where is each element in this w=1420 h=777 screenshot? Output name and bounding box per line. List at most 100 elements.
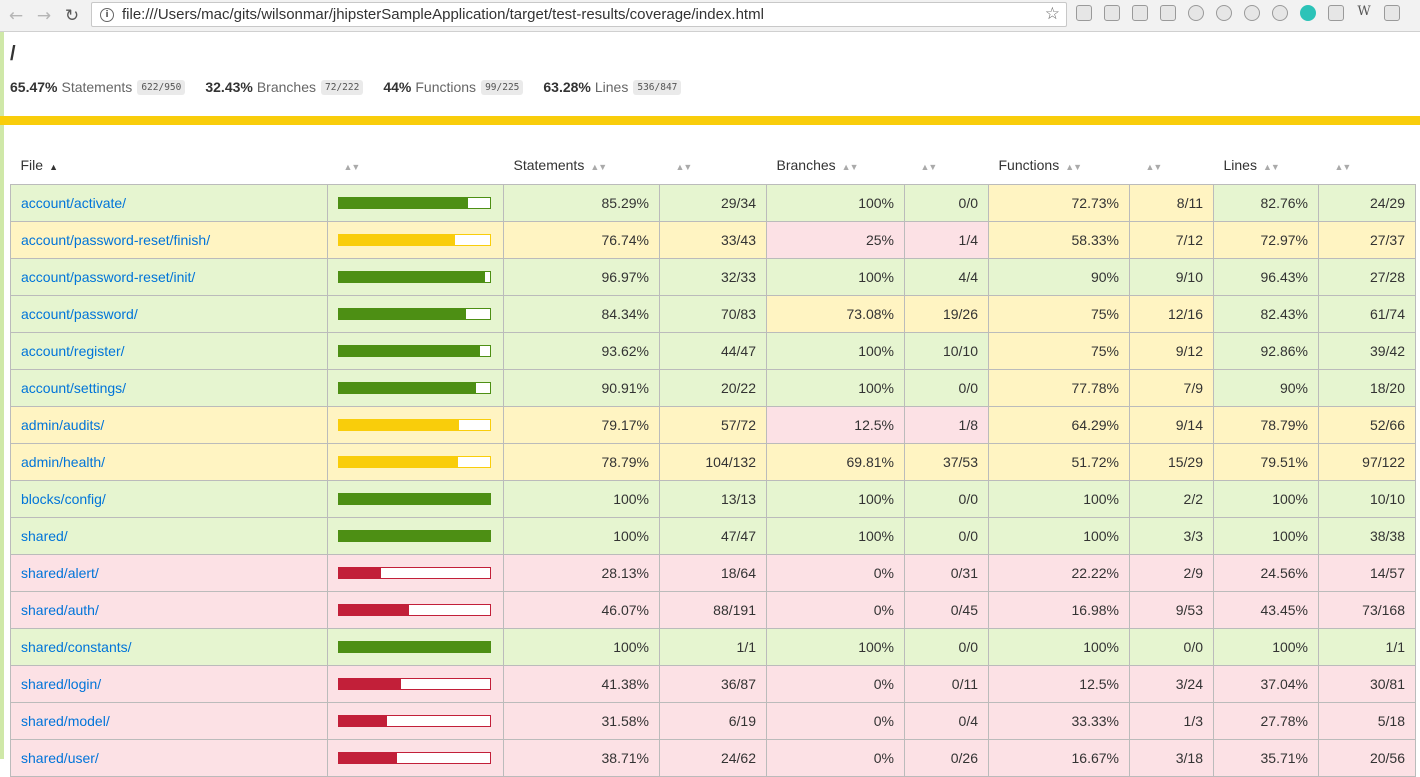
functions-abs: 2/2 <box>1129 480 1214 518</box>
forward-arrow-icon[interactable]: → <box>36 5 52 26</box>
bookmark-star-icon[interactable]: ☆ <box>1044 4 1060 24</box>
branches-pct: 69.81% <box>766 443 905 481</box>
file-link[interactable]: account/password-reset/init/ <box>21 269 196 285</box>
file-link[interactable]: shared/model/ <box>21 713 110 729</box>
lines-abs: 14/57 <box>1318 554 1416 592</box>
summary-fraction: 536/847 <box>633 79 682 95</box>
file-link[interactable]: account/register/ <box>21 343 125 359</box>
summary-label: Statements <box>61 79 133 95</box>
functions-pct: 72.73% <box>988 184 1130 222</box>
back-arrow-icon[interactable]: ← <box>8 5 24 26</box>
branches-pct: 0% <box>766 554 905 592</box>
file-cell: admin/audits/ <box>10 406 328 444</box>
functions-pct: 75% <box>988 295 1130 333</box>
extension-icon[interactable] <box>1216 5 1232 21</box>
summary-lines: 63.28% Lines 536/847 <box>543 79 682 95</box>
sort-icon[interactable]: ▲▼ <box>675 162 693 172</box>
extension-icon[interactable] <box>1104 5 1120 21</box>
sort-asc-icon[interactable]: ▲ <box>49 162 58 172</box>
extension-icons: W <box>1076 5 1412 21</box>
sort-icon[interactable]: ▲▼ <box>1334 162 1352 172</box>
extension-icon[interactable] <box>1188 5 1204 21</box>
file-link[interactable]: account/activate/ <box>21 195 127 211</box>
functions-abs: 12/16 <box>1129 295 1214 333</box>
header-functions[interactable]: Functions ▲▼ <box>988 146 1130 185</box>
header-label: Functions <box>998 157 1060 173</box>
statements-abs: 88/191 <box>659 591 767 629</box>
branches-abs: 19/26 <box>904 295 989 333</box>
functions-pct: 33.33% <box>988 702 1130 740</box>
statements-pct: 100% <box>503 517 660 555</box>
file-link[interactable]: blocks/config/ <box>21 491 106 507</box>
wikipedia-icon[interactable]: W <box>1357 4 1371 19</box>
cast-icon[interactable] <box>1076 5 1092 21</box>
sort-icon[interactable]: ▲▼ <box>343 162 361 172</box>
coverage-bar-cell <box>327 406 504 444</box>
functions-pct: 51.72% <box>988 443 1130 481</box>
sort-icon[interactable]: ▲▼ <box>841 162 859 172</box>
lines-pct: 100% <box>1213 517 1319 555</box>
table-row: shared/model/31.58% 6/19 0% 0/4 33.33% 1/3 27.… <box>10 702 1416 740</box>
table-row: shared/auth/46.07% 88/191 0% 0/45 16.98% 9/53… <box>10 591 1416 629</box>
coverage-bar <box>338 641 491 653</box>
header-file-bar[interactable]: ▲▼ <box>327 146 504 185</box>
sort-icon[interactable]: ▲▼ <box>1145 162 1163 172</box>
file-link[interactable]: shared/auth/ <box>21 602 99 618</box>
pinterest-icon[interactable] <box>1272 5 1288 21</box>
extension-icon[interactable] <box>1300 5 1316 21</box>
extension-icon[interactable] <box>1384 5 1400 21</box>
header-branches-abs[interactable]: ▲▼ <box>904 146 989 185</box>
header-file[interactable]: File ▲ <box>10 146 328 185</box>
coverage-bar <box>338 715 491 727</box>
coverage-bar-cell <box>327 591 504 629</box>
coverage-bar <box>338 197 491 209</box>
branches-abs: 0/4 <box>904 702 989 740</box>
file-link[interactable]: account/password-reset/finish/ <box>21 232 211 248</box>
url-text[interactable]: file:///Users/mac/gits/wilsonmar/jhipste… <box>122 6 764 23</box>
file-link[interactable]: admin/audits/ <box>21 417 105 433</box>
address-bar[interactable]: i file:///Users/mac/gits/wilsonmar/jhips… <box>91 2 1067 27</box>
table-row: account/password-reset/init/96.97% 32/33 1… <box>10 258 1416 296</box>
file-link[interactable]: admin/health/ <box>21 454 106 470</box>
header-lines[interactable]: Lines ▲▼ <box>1213 146 1319 185</box>
statements-abs: 44/47 <box>659 332 767 370</box>
header-branches[interactable]: Branches ▲▼ <box>766 146 905 185</box>
sort-icon[interactable]: ▲▼ <box>1065 162 1082 172</box>
info-icon[interactable]: i <box>100 7 114 22</box>
summary-label: Branches <box>256 79 316 95</box>
header-lines-abs[interactable]: ▲▼ <box>1318 146 1416 185</box>
coverage-bar-cell <box>327 443 504 481</box>
header-functions-abs[interactable]: ▲▼ <box>1129 146 1214 185</box>
header-statements-abs[interactable]: ▲▼ <box>659 146 767 185</box>
file-link[interactable]: shared/alert/ <box>21 565 99 581</box>
extension-icon[interactable] <box>1160 5 1176 21</box>
header-statements[interactable]: Statements ▲▼ <box>503 146 660 185</box>
coverage-bar-cell <box>327 665 504 703</box>
table-row: account/password-reset/finish/76.74% 33/4… <box>10 221 1416 259</box>
summary-statements: 65.47% Statements 622/950 <box>10 79 186 95</box>
functions-abs: 15/29 <box>1129 443 1214 481</box>
statements-pct: 31.58% <box>503 702 660 740</box>
statements-abs: 32/33 <box>659 258 767 296</box>
extension-icon[interactable] <box>1244 5 1260 21</box>
file-cell: shared/user/ <box>10 739 328 777</box>
sort-icon[interactable]: ▲▼ <box>590 162 607 172</box>
file-link[interactable]: shared/constants/ <box>21 639 132 655</box>
statements-abs: 1/1 <box>659 628 767 666</box>
lines-abs: 97/122 <box>1318 443 1416 481</box>
file-link[interactable]: account/password/ <box>21 306 138 322</box>
file-link[interactable]: shared/ <box>21 528 68 544</box>
file-link[interactable]: account/settings/ <box>21 380 127 396</box>
file-link[interactable]: shared/login/ <box>21 676 102 692</box>
lines-abs: 5/18 <box>1318 702 1416 740</box>
extension-icon[interactable] <box>1328 5 1344 21</box>
status-line <box>0 116 1420 125</box>
extension-icon[interactable] <box>1132 5 1148 21</box>
coverage-bar-fill <box>339 531 490 541</box>
statements-abs: 70/83 <box>659 295 767 333</box>
reload-icon[interactable]: ↻ <box>64 5 80 26</box>
sort-icon[interactable]: ▲▼ <box>920 162 938 172</box>
statements-pct: 84.34% <box>503 295 660 333</box>
sort-icon[interactable]: ▲▼ <box>1262 162 1280 172</box>
file-link[interactable]: shared/user/ <box>21 750 99 766</box>
